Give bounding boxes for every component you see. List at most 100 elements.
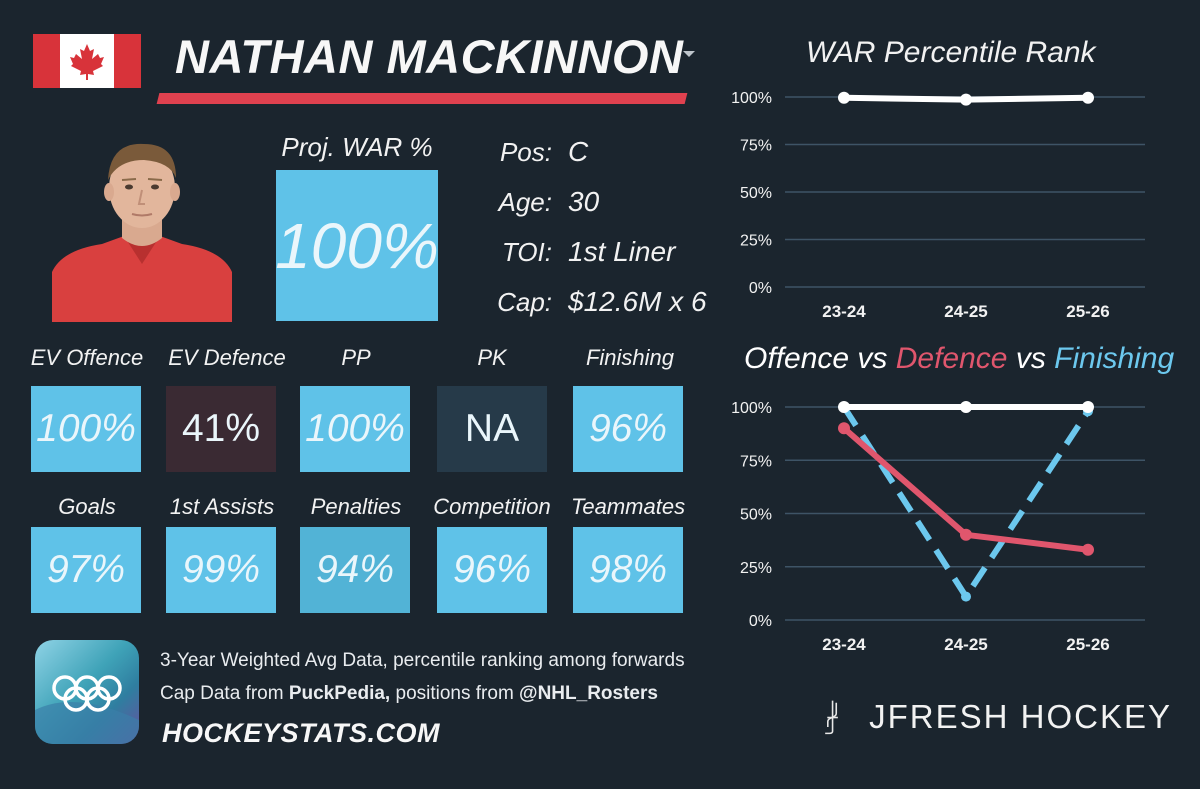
x-tick-label: 24-25 [944,302,987,321]
y-tick-label: 0% [749,613,772,630]
jfresh-logo-icon [825,700,838,735]
title-offence: Offence [744,342,850,375]
series-line-finishing [841,405,1091,600]
y-tick-label: 100% [731,400,772,417]
stat-label-finishing: Finishing [585,345,675,370]
bio-key: Pos: [499,136,552,167]
y-tick-label: 0% [749,280,772,297]
data-point-offence [838,401,850,413]
x-tick-label: 24-25 [944,635,987,654]
stat-box-pp: 100% [300,386,410,472]
bio-row-age: Age: 30 [470,177,710,227]
bio-value: C [568,136,589,167]
stat-box-ev-defence: 41% [166,386,276,472]
canada-flag-icon [33,34,141,88]
brand-name: JFRESH HOCKEY [869,698,1172,735]
data-point-defence [960,528,972,541]
stat-value: 97% [46,548,126,591]
bio-value: $12.6M x 6 [568,286,707,317]
stat-box-ev-offence: 100% [31,386,141,472]
title-vs-2: vs [1007,342,1055,375]
y-tick-label: 50% [740,185,772,202]
y-tick-label: 75% [740,138,772,155]
stat-box-pk: NA [437,386,547,472]
war-percentile-chart: 0% 25% 50% 75% 100% 23-24 24-25 25-26 [731,90,1145,321]
player-name-selector[interactable]: NATHAN MACKINNON [175,26,705,86]
offence-defence-finishing-chart: 0% 25% 50% 75% 100% 23-24 24-25 25-26 [731,400,1145,654]
brand-logo: JFRESH HOCKEY [822,684,1172,750]
y-tick-label: 75% [740,453,772,470]
stat-label-competition: Competition [433,494,551,519]
name-underline [156,93,688,104]
stat-value: 98% [588,548,668,591]
stat-box-penalties: 94% [300,527,410,613]
data-point-war [838,91,850,104]
data-point-defence [1082,543,1094,556]
title-vs-1: vs [849,342,896,375]
stat-value: 99% [181,548,261,591]
offence-defence-chart-title: Offence vs Defence vs Finishing [744,342,1174,376]
y-tick-label: 50% [740,507,772,524]
stat-label-ev-offence: EV Offence [30,345,144,370]
site-url[interactable]: HOCKEYSTATS.COM [162,718,441,748]
y-tick-label: 25% [740,233,772,250]
proj-war-box: 100% [275,170,439,321]
title-finishing: Finishing [1054,342,1175,375]
proj-war-value: 100% [275,209,439,282]
player-name: NATHAN MACKINNON [175,29,684,83]
y-tick-label: 25% [740,560,772,577]
stat-label-ev-defence: EV Defence [168,345,286,370]
bio-key: Cap: [497,286,552,317]
stat-box-finishing: 96% [573,386,683,472]
bio-key: TOI: [501,236,552,267]
proj-war-label: Proj. WAR % [281,132,433,162]
data-point-offence [960,401,972,413]
x-tick-label: 25-26 [1066,635,1109,654]
bio-key: Age: [498,186,553,217]
y-tick-label: 100% [731,90,772,107]
x-tick-label: 25-26 [1066,302,1109,321]
stat-label-goals: Goals [58,494,116,519]
data-point-finishing [961,591,971,602]
source-prefix: Cap Data from [160,683,289,704]
stat-value: 96% [452,548,532,591]
stat-value: 94% [315,548,395,591]
data-point-war [1082,91,1094,104]
stat-value: 100% [305,407,405,450]
bio-value: 30 [568,186,600,217]
war-chart-title: WAR Percentile Rank [806,36,1096,69]
chevron-down-icon[interactable] [683,51,695,57]
stat-box-goals: 97% [31,527,141,613]
title-defence: Defence [895,342,1008,375]
x-tick-label: 23-24 [822,302,866,321]
stat-value: 41% [181,407,261,450]
stat-value: NA [464,407,520,450]
olympic-rings-icon [35,640,139,744]
source-mid: positions from [390,683,520,704]
data-point-war [960,93,972,106]
bio-row-cap: Cap: $12.6M x 6 [470,277,710,327]
source-nhl-rosters: @NHL_Rosters [519,683,658,704]
source-note: Cap Data from PuckPedia, positions from … [160,683,658,705]
bio-row-toi: TOI: 1st Liner [470,227,710,277]
stat-box-competition: 96% [437,527,547,613]
stat-label-pp: PP [341,345,371,370]
x-tick-label: 23-24 [822,635,866,654]
stat-value: 100% [36,407,136,450]
data-point-defence [838,422,850,435]
data-note: 3-Year Weighted Avg Data, percentile ran… [160,650,685,671]
source-puckpedia: PuckPedia, [288,683,391,704]
bio-row-pos: Pos: C [470,127,710,177]
stat-label-penalties: Penalties [310,494,402,519]
player-bio: Pos: C Age: 30 TOI: 1st Liner Cap: $12.6… [470,127,710,327]
stat-label-first-assists: 1st Assists [169,494,275,519]
stat-label-teammates: Teammates [570,494,686,519]
stat-box-first-assists: 99% [166,527,276,613]
player-headshot [52,132,232,322]
maple-leaf-icon [70,44,104,80]
stat-value: 96% [588,407,668,450]
bio-value: 1st Liner [568,236,676,267]
stat-box-teammates: 98% [573,527,683,613]
stat-label-pk: PK [477,345,507,370]
data-point-offence [1082,401,1094,413]
